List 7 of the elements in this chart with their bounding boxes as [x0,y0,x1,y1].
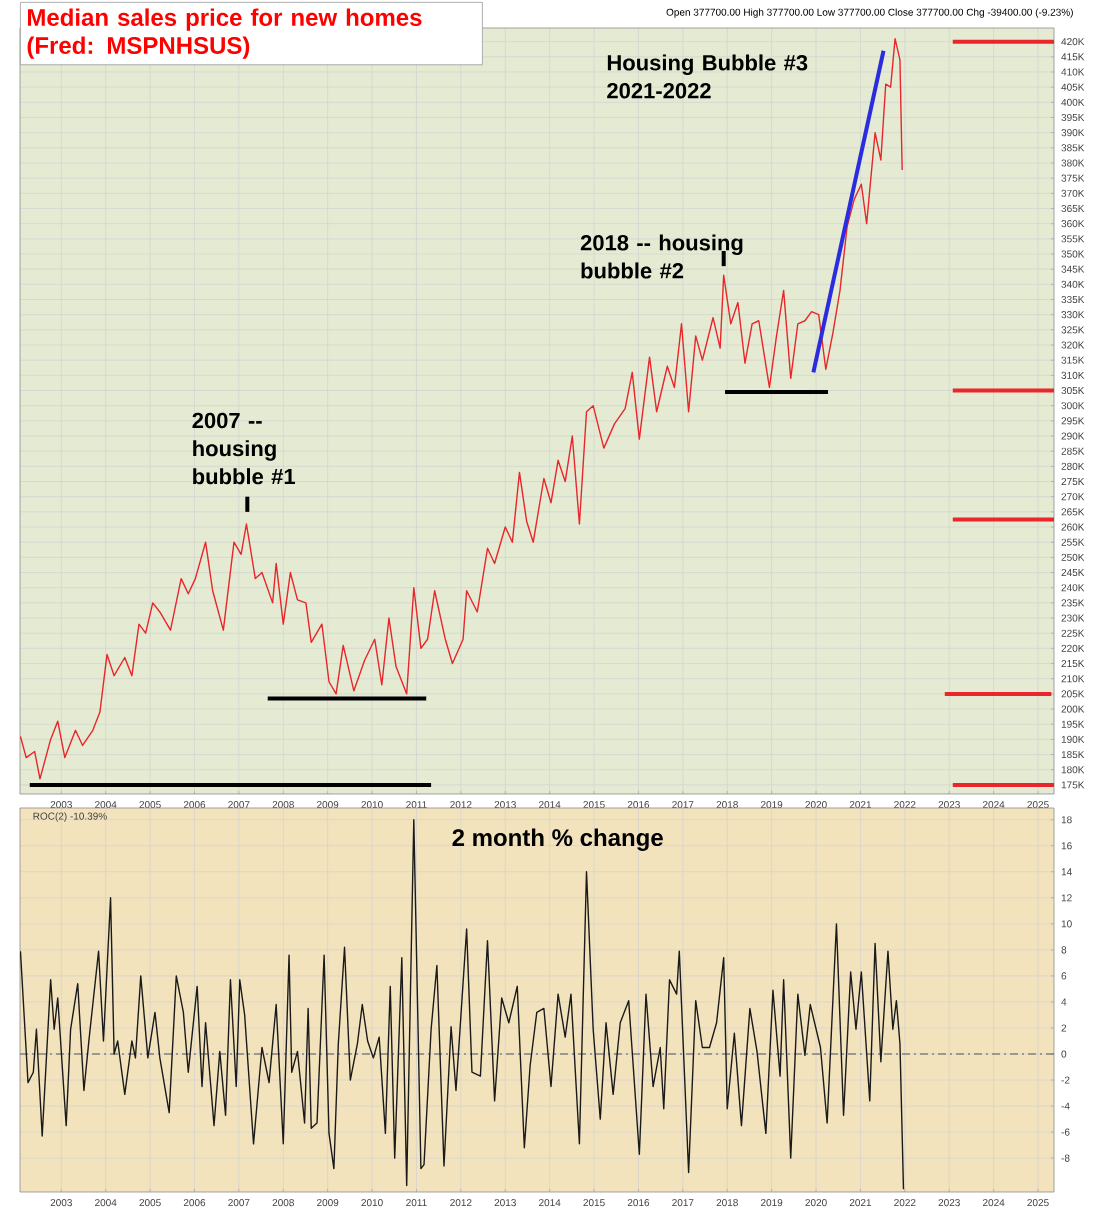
text: 2 month % change [452,828,663,851]
annotation: 2007 -- housing bubble #1 [192,412,295,485]
line-series [20,819,905,1190]
annotation: Housing Bubble #3 2021-2022 [607,54,808,99]
line-series [20,37,903,780]
chart-title: Median sales price for new homes (Fred: MSPNHSUS) [27,8,422,59]
annotation: 2018 -- housing bubble #2 [580,234,743,279]
